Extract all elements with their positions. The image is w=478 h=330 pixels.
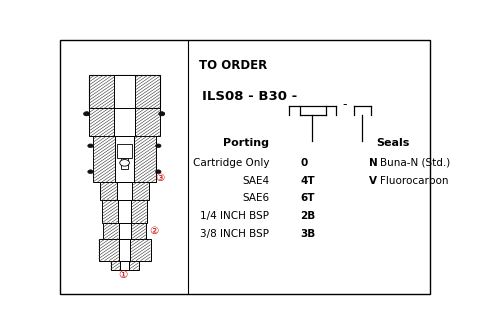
Bar <box>131 200 147 222</box>
Circle shape <box>120 159 130 166</box>
Circle shape <box>88 144 93 148</box>
Bar <box>130 239 151 261</box>
Bar <box>117 144 132 158</box>
Bar <box>115 136 134 182</box>
Text: Buna-N (Std.): Buna-N (Std.) <box>380 158 450 168</box>
Text: Seals: Seals <box>377 138 410 148</box>
Bar <box>93 136 115 182</box>
Bar <box>117 182 132 200</box>
Text: 4T: 4T <box>301 176 315 186</box>
Circle shape <box>159 112 165 116</box>
Text: V: V <box>369 176 377 186</box>
Bar <box>102 200 118 222</box>
Bar <box>135 108 160 136</box>
Bar <box>120 261 129 270</box>
Bar <box>98 239 119 261</box>
Text: ILS08 - B30 -: ILS08 - B30 - <box>202 90 298 103</box>
Bar <box>119 222 130 239</box>
Bar <box>89 75 160 108</box>
Bar <box>103 222 119 239</box>
Bar <box>129 261 139 270</box>
Text: 6T: 6T <box>301 193 315 203</box>
Bar <box>134 136 156 182</box>
Bar <box>132 182 149 200</box>
Text: Fluorocarbon: Fluorocarbon <box>380 176 449 186</box>
Text: N: N <box>369 158 378 168</box>
Text: TO ORDER: TO ORDER <box>199 58 267 72</box>
Text: 3/8 INCH BSP: 3/8 INCH BSP <box>200 229 269 239</box>
Text: ①: ① <box>118 270 127 280</box>
Text: SAE4: SAE4 <box>242 176 269 186</box>
Text: Cartridge Only: Cartridge Only <box>193 158 269 168</box>
Text: Porting: Porting <box>223 138 269 148</box>
Bar <box>89 108 114 136</box>
Text: SAE6: SAE6 <box>242 193 269 203</box>
Bar <box>114 75 135 108</box>
Circle shape <box>84 112 89 116</box>
Text: 1/4 INCH BSP: 1/4 INCH BSP <box>200 211 269 221</box>
Text: 3B: 3B <box>301 229 316 239</box>
Bar <box>110 261 120 270</box>
Bar <box>130 222 146 239</box>
Circle shape <box>155 144 161 148</box>
Circle shape <box>159 112 164 116</box>
Text: -: - <box>342 98 347 111</box>
Bar <box>118 200 131 222</box>
Bar <box>100 182 117 200</box>
Text: ③: ③ <box>155 173 164 183</box>
Text: 2B: 2B <box>301 211 316 221</box>
Bar <box>121 158 128 169</box>
Circle shape <box>85 112 90 116</box>
Circle shape <box>88 170 93 174</box>
Bar <box>114 108 135 136</box>
Bar <box>119 239 130 261</box>
Text: ②: ② <box>150 226 159 236</box>
Circle shape <box>155 170 161 174</box>
Text: 0: 0 <box>301 158 308 168</box>
